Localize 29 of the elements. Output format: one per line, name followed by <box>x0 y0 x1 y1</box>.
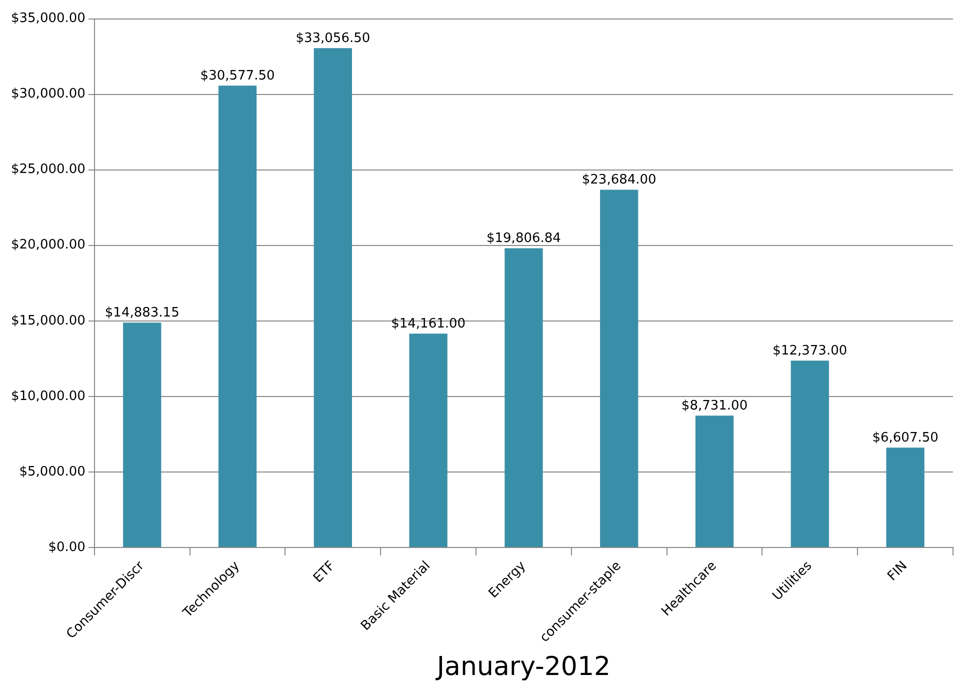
data-label: $14,883.15 <box>104 306 180 321</box>
bar <box>790 360 829 547</box>
bar <box>218 86 257 547</box>
bar <box>123 322 162 547</box>
y-tick-label: $10,000.00 <box>10 388 86 404</box>
bar <box>695 416 734 547</box>
x-tick-label: ETF <box>310 558 338 586</box>
y-tick-label: $0.00 <box>48 540 86 555</box>
bar <box>409 334 448 547</box>
bar <box>314 48 352 547</box>
data-label: $14,161.00 <box>391 316 466 332</box>
bar <box>600 190 638 547</box>
y-tick-label: $25,000.00 <box>10 162 86 178</box>
data-label: $19,806.84 <box>486 231 561 246</box>
bar <box>504 248 543 547</box>
data-label: $8,731.00 <box>681 398 748 414</box>
data-label: $33,056.50 <box>296 31 370 46</box>
y-tick-label: $20,000.00 <box>10 238 86 253</box>
data-label: $6,607.50 <box>872 430 938 446</box>
x-tick-label: FIN <box>885 558 911 584</box>
data-label: $12,373.00 <box>772 343 848 358</box>
y-tick-label: $15,000.00 <box>10 313 86 328</box>
data-label: $23,684.00 <box>582 172 656 188</box>
y-tick-label: $30,000.00 <box>10 86 86 102</box>
y-tick-label: $35,000.00 <box>10 11 86 26</box>
bar <box>886 448 924 547</box>
x-axis-title: January-2012 <box>434 652 611 682</box>
y-tick-label: $5,000.00 <box>19 464 86 480</box>
data-label: $30,577.50 <box>200 68 275 84</box>
